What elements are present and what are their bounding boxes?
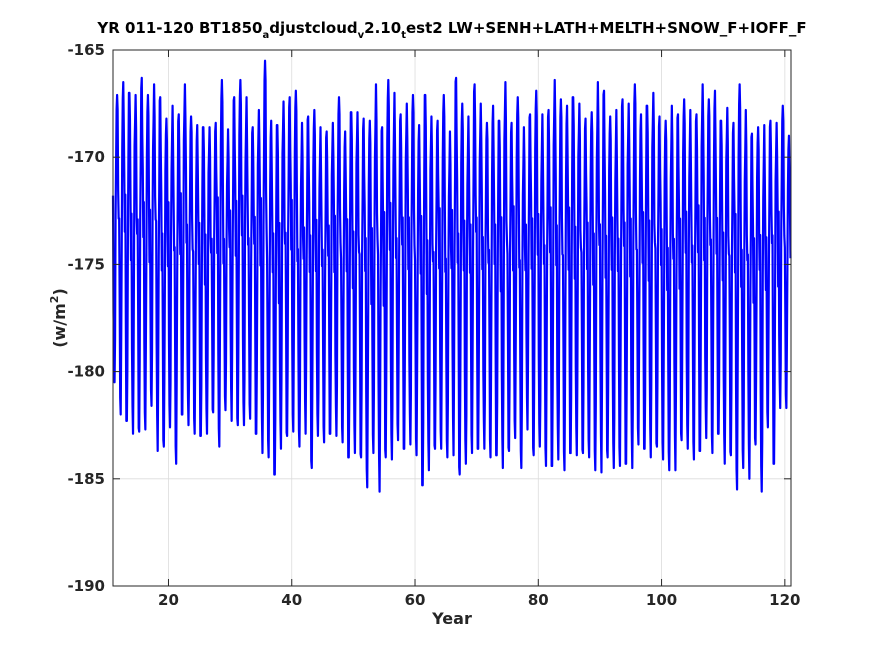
x-axis-label: Year (431, 609, 472, 628)
y-tick-label: -190 (67, 577, 105, 595)
y-tick-label: -185 (67, 470, 105, 488)
series-layer (111, 59, 792, 493)
x-tick-label: 100 (646, 591, 677, 609)
x-tick-label: 80 (528, 591, 549, 609)
y-axis-label-close: ) (50, 288, 69, 295)
x-tick-label: 20 (158, 591, 179, 609)
y-tick-label: -175 (67, 255, 105, 273)
y-tick-label: -170 (67, 148, 105, 166)
chart-title: YR 011-120 BT1850adjustcloudv2.10test2 L… (96, 19, 806, 41)
title-part: est2 LW+SENH+LATH+MELTH+SNOW_F+IOFF_F (406, 19, 807, 37)
title-part: v (358, 30, 365, 41)
title-part: YR 011-120 BT1850 (96, 19, 262, 37)
ticks: 20 40 60 80 100 120 -190 -185 -180 -175 -170 -165 (67, 41, 800, 609)
x-tick-label: 60 (405, 591, 426, 609)
plot-frame (112, 49, 792, 587)
title-part: a (262, 30, 269, 41)
title-part: 2.10 (364, 19, 401, 37)
x-tick-label: 40 (281, 591, 302, 609)
y-tick-label: -165 (67, 41, 105, 59)
title-part: t (401, 30, 406, 41)
y-axis-label-sup: 2 (48, 296, 61, 304)
y-axis-label: (w/m2) (48, 288, 69, 348)
y-tick-label: -180 (67, 363, 105, 381)
y-axis-label-main: (w/m (50, 303, 69, 348)
title-part: djustcloud (269, 19, 357, 37)
x-tick-label: 120 (769, 591, 800, 609)
series-line (111, 59, 792, 493)
